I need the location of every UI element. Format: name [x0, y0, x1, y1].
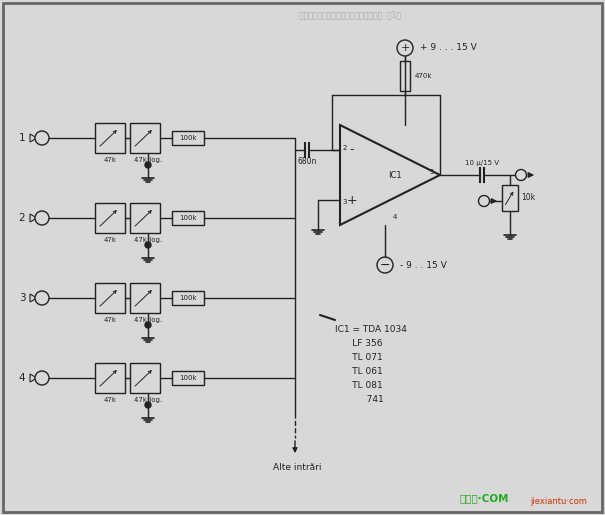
Text: 470k: 470k [415, 73, 433, 79]
Text: 10k: 10k [521, 194, 535, 202]
Circle shape [377, 257, 393, 273]
Bar [95, 123, 125, 153]
Bar [130, 283, 160, 313]
Text: 4: 4 [393, 214, 397, 220]
Circle shape [145, 242, 151, 248]
Text: 47k: 47k [103, 317, 117, 323]
Circle shape [35, 371, 49, 385]
Text: 接线图·COM: 接线图·COM [460, 493, 509, 503]
Text: IC1: IC1 [388, 170, 402, 180]
Text: 47k: 47k [103, 237, 117, 243]
Text: 10 μ/15 V: 10 μ/15 V [465, 160, 499, 166]
Text: 47k log.: 47k log. [134, 317, 162, 323]
Text: IC1 = TDA 1034: IC1 = TDA 1034 [335, 325, 407, 335]
Text: LF 356: LF 356 [335, 339, 382, 349]
Text: 3: 3 [343, 199, 347, 205]
Text: 47k log.: 47k log. [134, 397, 162, 403]
Text: TL 071: TL 071 [335, 353, 383, 363]
Bar [130, 203, 160, 233]
Polygon shape [30, 134, 37, 142]
Text: 741: 741 [335, 396, 384, 404]
Bar [95, 203, 125, 233]
Bar [95, 363, 125, 393]
Bar [172, 211, 204, 225]
Text: 47k log.: 47k log. [134, 157, 162, 163]
Text: jiexiantu·com: jiexiantu·com [530, 497, 587, 506]
Text: -: - [350, 144, 355, 157]
Text: 100k: 100k [179, 135, 197, 141]
Polygon shape [340, 125, 440, 225]
Circle shape [35, 211, 49, 225]
Bar [400, 61, 410, 91]
Circle shape [515, 169, 526, 180]
Text: 5: 5 [430, 169, 434, 175]
Text: - 9 . . 15 V: - 9 . . 15 V [400, 261, 446, 269]
Text: TL 061: TL 061 [335, 368, 383, 376]
Text: Alte intrări: Alte intrări [273, 464, 321, 472]
Bar [172, 291, 204, 305]
Bar [172, 131, 204, 145]
Text: 680n: 680n [297, 158, 316, 166]
Text: +: + [401, 43, 410, 53]
Circle shape [397, 40, 413, 56]
Text: −: − [380, 259, 390, 271]
Circle shape [145, 402, 151, 408]
Bar [502, 185, 518, 211]
Text: +: + [347, 194, 358, 207]
Text: 3: 3 [19, 293, 25, 303]
Circle shape [145, 162, 151, 168]
Text: 100k: 100k [179, 375, 197, 381]
Polygon shape [30, 214, 37, 222]
Bar [95, 283, 125, 313]
Circle shape [35, 131, 49, 145]
Text: 100k: 100k [179, 295, 197, 301]
Circle shape [145, 322, 151, 328]
Circle shape [35, 291, 49, 305]
Text: 2: 2 [343, 145, 347, 151]
Text: 100k: 100k [179, 215, 197, 221]
Text: + 9 . . . 15 V: + 9 . . . 15 V [420, 43, 477, 53]
Text: 2: 2 [19, 213, 25, 223]
Text: 47k: 47k [103, 397, 117, 403]
Bar [130, 123, 160, 153]
Text: 47k: 47k [103, 157, 117, 163]
Text: 47k log.: 47k log. [134, 237, 162, 243]
Text: 4: 4 [19, 373, 25, 383]
Bar [130, 363, 160, 393]
Polygon shape [30, 294, 37, 302]
Polygon shape [30, 374, 37, 382]
Circle shape [479, 196, 489, 207]
Text: 使用运算放大器的音频混合器电路图项目  第1张: 使用运算放大器的音频混合器电路图项目 第1张 [299, 10, 401, 20]
Text: 1: 1 [19, 133, 25, 143]
Bar [172, 371, 204, 385]
Text: TL 081: TL 081 [335, 382, 383, 390]
